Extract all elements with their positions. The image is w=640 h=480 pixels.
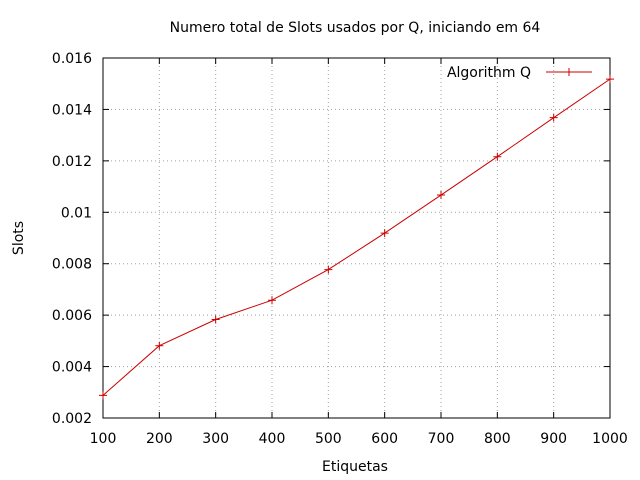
x-tick-label: 800 xyxy=(484,431,511,447)
data-point xyxy=(380,229,389,238)
y-tick-label: 0.014 xyxy=(52,102,92,118)
y-tick-label: 0.012 xyxy=(52,154,92,170)
y-tick-label: 0.002 xyxy=(52,411,92,427)
x-tick-label: 700 xyxy=(428,431,455,447)
data-point xyxy=(155,341,164,350)
series-layer xyxy=(99,75,614,400)
x-tick-label: 200 xyxy=(146,431,173,447)
data-point xyxy=(549,113,558,122)
y-tick-label: 0.006 xyxy=(52,308,92,324)
y-tick-label: 0.004 xyxy=(52,360,92,376)
y-tick-label: 0.016 xyxy=(52,51,92,67)
x-tick-labels: 100 200 300 400 500 600 700 800 900 1000 xyxy=(90,431,628,447)
x-tick-label: 500 xyxy=(315,431,342,447)
plot-frame xyxy=(102,57,611,419)
y-tick-label: 0.008 xyxy=(52,257,92,273)
y-tick-labels: 0.002 0.004 0.006 0.008 0.01 0.012 0.014 0.016 xyxy=(52,51,92,427)
data-point xyxy=(99,391,107,400)
legend: Algorithm Q xyxy=(447,65,592,81)
data-point xyxy=(493,152,502,161)
axis-ticks xyxy=(102,57,611,419)
legend-label: Algorithm Q xyxy=(447,65,531,81)
x-tick-label: 600 xyxy=(371,431,398,447)
series-line xyxy=(102,78,611,396)
data-point xyxy=(211,315,220,324)
legend-marker xyxy=(565,68,573,76)
data-point xyxy=(268,296,276,305)
x-tick-label: 300 xyxy=(202,431,229,447)
y-axis-label: Slots xyxy=(11,221,27,255)
y-tick-label: 0.01 xyxy=(61,205,92,221)
data-point xyxy=(606,75,614,84)
data-point xyxy=(437,191,445,200)
x-tick-label: 400 xyxy=(259,431,286,447)
x-tick-label: 900 xyxy=(540,431,567,447)
x-axis-label: Etiquetas xyxy=(322,459,388,475)
data-point xyxy=(324,265,333,274)
x-tick-label: 1000 xyxy=(592,431,628,447)
grid-lines xyxy=(103,58,610,418)
chart-title: Numero total de Slots usados por Q, inic… xyxy=(170,20,541,36)
x-tick-label: 100 xyxy=(90,431,117,447)
